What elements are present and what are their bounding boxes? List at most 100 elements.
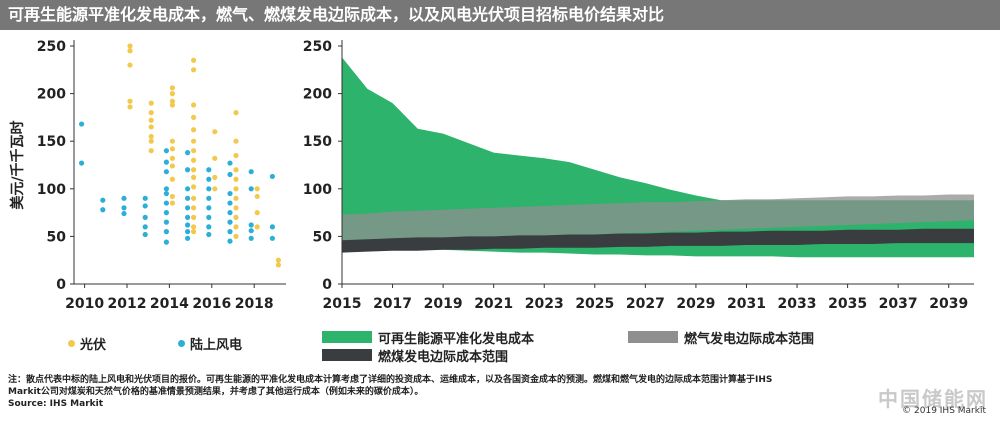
scatter-point-wind xyxy=(206,214,212,220)
watermark: 中国储能网 xyxy=(878,387,988,411)
scatter-point-solar xyxy=(233,110,239,116)
scatter-point-wind xyxy=(269,173,275,180)
copyright: © 2019 IHS Markit xyxy=(902,406,986,416)
scatter-point-solar xyxy=(148,124,154,130)
scatter-point-wind xyxy=(206,231,212,238)
scatter-point-solar xyxy=(254,224,260,230)
scatter-point-solar xyxy=(233,224,239,230)
x-tick-label: 2033 xyxy=(778,296,817,312)
scatter-point-wind xyxy=(142,195,148,201)
scatter-point-solar xyxy=(191,214,197,220)
scatter-point-solar xyxy=(169,98,175,104)
y-tick-label: 0 xyxy=(322,277,332,293)
x-tick-label: 2025 xyxy=(575,296,614,312)
scatter-point-wind xyxy=(185,150,191,156)
scatter-point-wind xyxy=(163,200,169,206)
scatter-point-wind xyxy=(248,235,254,241)
y-tick-label: 50 xyxy=(313,229,333,245)
scatter-point-solar xyxy=(148,110,154,116)
scatter-point-solar xyxy=(233,195,239,201)
scatter-point-wind xyxy=(163,190,169,197)
y-tick-label: 100 xyxy=(37,182,66,198)
scatter-point-wind xyxy=(206,176,212,182)
y-tick-label: 200 xyxy=(37,87,66,103)
scatter-point-solar xyxy=(169,102,175,108)
scatter-point-solar xyxy=(169,193,175,200)
scatter-point-wind xyxy=(163,210,169,216)
scatter-point-solar xyxy=(191,67,197,73)
scatter-point-wind xyxy=(227,229,233,235)
scatter-point-solar xyxy=(191,224,197,230)
scatter-point-wind xyxy=(185,186,191,192)
scatter-point-wind xyxy=(163,169,169,175)
scatter-point-wind xyxy=(227,200,233,206)
x-tick-label: 2023 xyxy=(525,296,564,312)
scatter-point-solar xyxy=(191,174,197,180)
scatter-point-solar xyxy=(127,62,133,68)
x-tick-label: 2018 xyxy=(235,296,274,312)
scatter-point-solar xyxy=(191,148,197,154)
scatter-point-wind xyxy=(206,224,212,230)
area-gas-range xyxy=(342,194,974,244)
y-tick-label: 150 xyxy=(37,134,66,150)
y-axis-label: 美元/千千瓦时 xyxy=(9,120,26,209)
legend-label-gas: 燃气发电边际成本范围 xyxy=(684,332,815,347)
scatter-point-solar xyxy=(169,91,175,97)
scatter-point-solar xyxy=(233,167,239,173)
scatter-point-solar xyxy=(127,98,133,104)
scatter-point-solar xyxy=(169,176,175,182)
scatter-point-solar xyxy=(212,155,218,161)
scatter-point-wind xyxy=(248,169,254,175)
legend-label-lcoe: 可再生能源平准化发电成本 xyxy=(378,332,535,347)
scatter-point-wind xyxy=(206,167,212,173)
title-bar: 可再生能源平准化发电成本，燃气、燃煤发电边际成本，以及风电光伏项目招标电价结果对… xyxy=(0,0,1000,30)
x-tick-label: 2029 xyxy=(676,296,715,312)
legend-swatch-solar xyxy=(68,340,75,347)
scatter-point-solar xyxy=(191,127,197,133)
scatter-point-wind xyxy=(100,197,106,203)
scatter-point-wind xyxy=(142,224,148,230)
y-tick-label: 250 xyxy=(303,39,332,55)
scatter-point-solar xyxy=(191,57,197,63)
legend-label-coal: 燃煤发电边际成本范围 xyxy=(378,350,509,365)
scatter-point-wind xyxy=(227,160,233,166)
scatter-point-wind xyxy=(121,205,127,211)
scatter-point-solar xyxy=(233,138,239,144)
x-tick-label: 2027 xyxy=(626,296,665,312)
scatter-point-solar xyxy=(275,262,281,268)
footnote-source: Source: IHS Markit xyxy=(8,399,104,409)
footnote-line-2: Markit公司对煤炭和天然气价格的基准情景预测结果，并考虑了其他运行成本（例如… xyxy=(8,387,424,397)
scatter-point-wind xyxy=(142,214,148,220)
scatter-point-wind xyxy=(121,210,127,217)
scatter-point-solar xyxy=(148,100,154,106)
scatter-point-wind xyxy=(248,228,254,234)
scatter-point-wind xyxy=(163,148,169,154)
scatter-point-solar xyxy=(169,138,175,144)
scatter-point-solar xyxy=(254,186,260,192)
scatter-point-wind xyxy=(79,160,85,166)
y-tick-label: 150 xyxy=(303,134,332,150)
scatter-point-wind xyxy=(185,167,191,173)
legend-swatch-lcoe xyxy=(322,331,372,343)
scatter-point-solar xyxy=(191,229,197,235)
y-tick-label: 100 xyxy=(303,182,332,198)
scatter-point-solar xyxy=(233,152,239,159)
scatter-point-solar xyxy=(212,174,218,180)
scatter-point-solar xyxy=(254,193,260,200)
x-tick-label: 2015 xyxy=(323,296,362,312)
scatter-point-wind xyxy=(227,210,233,216)
scatter-point-solar xyxy=(233,233,239,239)
scatter-point-solar xyxy=(191,167,197,173)
legend-swatch-wind xyxy=(178,340,185,347)
scatter-point-wind xyxy=(227,171,233,178)
cost-area-chart: 0 50 100 150 200 250 2015 2017 2019 2021 2023 2025 2… xyxy=(303,39,974,312)
y-tick-label: 50 xyxy=(47,229,67,245)
scatter-point-solar xyxy=(191,157,197,163)
scatter-point-solar xyxy=(148,133,154,140)
scatter-point-solar xyxy=(212,129,218,135)
scatter-point-solar xyxy=(233,186,239,192)
scatter-point-wind xyxy=(163,219,169,225)
x-tick-label: 2016 xyxy=(192,296,231,312)
scatter-point-wind xyxy=(185,195,191,201)
scatter-point-wind xyxy=(185,222,191,228)
